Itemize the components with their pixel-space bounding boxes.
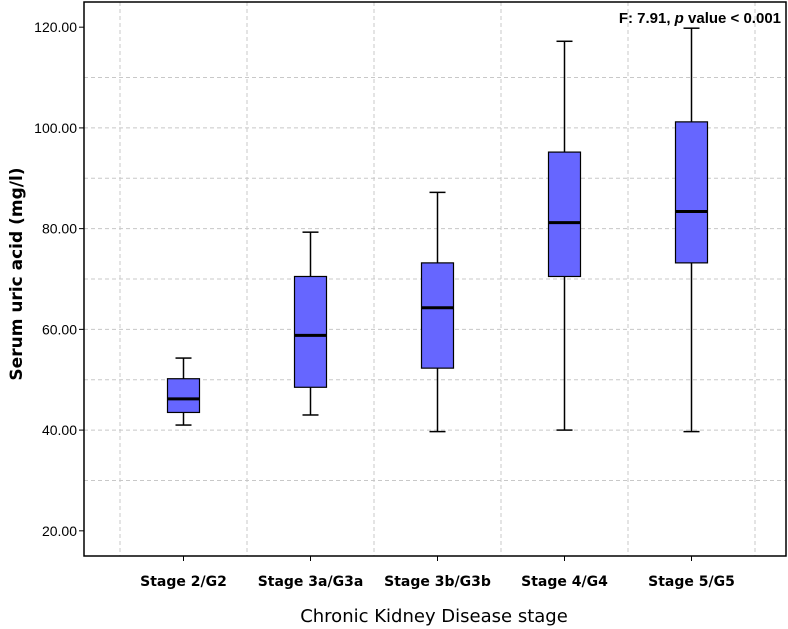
- x-tick-label: Stage 5/G5: [648, 574, 735, 590]
- y-tick-label: 120.00: [34, 19, 77, 35]
- statistics-annotation: F: 7.91, p value < 0.001: [619, 10, 781, 27]
- iqr-box: [295, 276, 327, 387]
- y-axis-title: Serum uric acid (mg/l): [7, 167, 27, 380]
- box-4: [549, 41, 581, 430]
- x-axis: Stage 2/G2 Stage 3a/G3a Stage 3b/G3b Stage …: [140, 556, 735, 590]
- y-tick-label: 100.00: [34, 120, 77, 136]
- x-axis-title: Chronic Kidney Disease stage: [300, 606, 568, 627]
- x-tick-label: Stage 2/G2: [140, 574, 227, 590]
- box-1: [168, 358, 200, 425]
- iqr-box: [422, 263, 454, 368]
- box-5: [676, 28, 708, 431]
- x-tick-label: Stage 3a/G3a: [258, 574, 364, 590]
- box-2: [295, 232, 327, 415]
- y-tick-label: 60.00: [42, 321, 77, 337]
- iqr-box: [168, 379, 200, 413]
- y-tick-label: 20.00: [42, 523, 77, 539]
- iqr-box: [676, 122, 708, 263]
- x-tick-label: Stage 3b/G3b: [384, 574, 491, 590]
- box-series: [168, 28, 708, 431]
- y-tick-label: 40.00: [42, 422, 77, 438]
- y-tick-label: 80.00: [42, 221, 77, 237]
- y-axis: 20.00 40.00 60.00 80.00 100.00 120.00: [34, 19, 84, 539]
- iqr-box: [549, 152, 581, 276]
- x-tick-label: Stage 4/G4: [521, 574, 608, 590]
